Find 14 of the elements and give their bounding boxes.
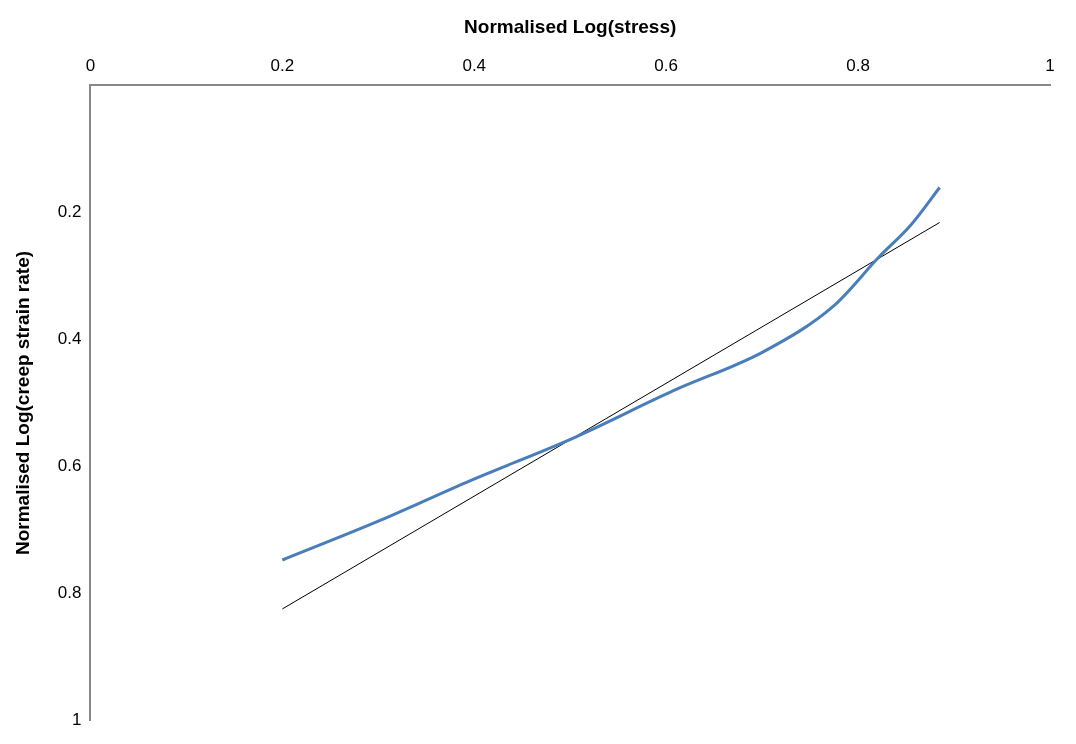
line-series	[280, 186, 942, 562]
y-tick-label: 1	[71, 710, 82, 730]
x-tick-label: 0.8	[846, 55, 870, 75]
y-tick-label: 0.6	[57, 456, 82, 476]
x-axis-title: Normalised Log(stress)	[464, 15, 677, 37]
x-tick-label: 0	[85, 55, 96, 75]
y-tick-label: 0.2	[57, 202, 82, 222]
x-tick-label: 0.6	[654, 55, 678, 75]
x-tick-label: 0.4	[462, 55, 487, 75]
x-tick-label: 0.2	[270, 55, 295, 75]
y-axis-title: Normalised Log(creep strain rate)	[11, 250, 33, 556]
y-tick-label: 0.8	[57, 583, 82, 603]
y-tick-label: 0.4	[57, 329, 82, 349]
x-tick-label: 1	[1045, 55, 1055, 75]
